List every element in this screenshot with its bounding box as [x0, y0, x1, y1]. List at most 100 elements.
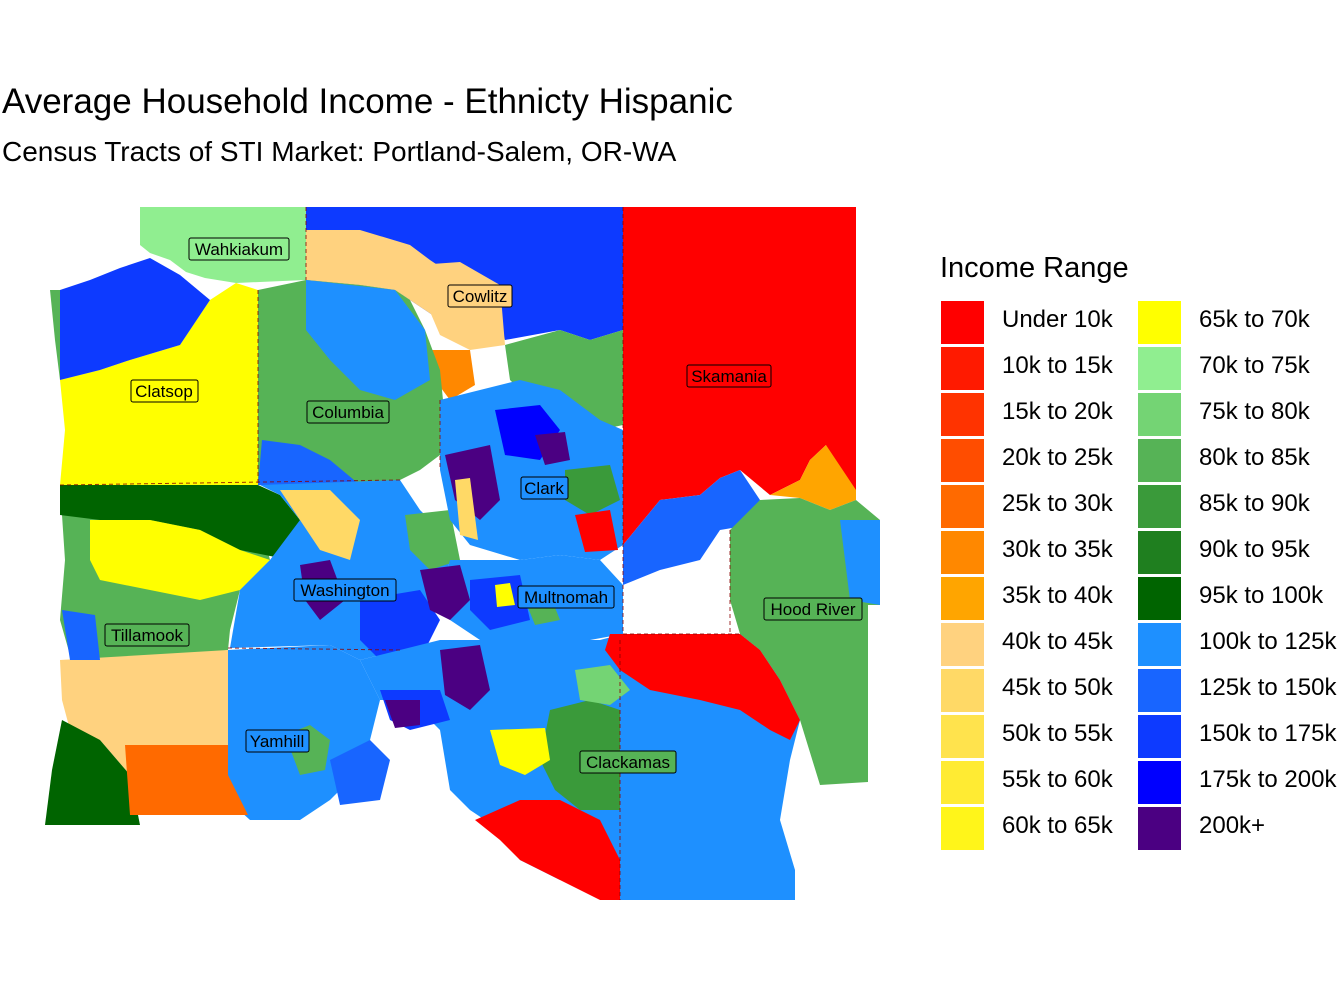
- svg-text:Clark: Clark: [524, 479, 564, 498]
- county-label-wahkiakum: Wahkiakum: [188, 237, 290, 261]
- region-clackamas-purple: [440, 645, 490, 710]
- county-label-hood-river: Hood River: [763, 597, 863, 621]
- county-label-columbia: Columbia: [306, 400, 390, 424]
- region-skamania-sw: [623, 470, 760, 585]
- region-yamhill-east: [330, 740, 390, 805]
- legend-label: 20k to 25k: [1002, 444, 1113, 471]
- region-clackamas-purple2: [385, 700, 420, 728]
- legend-label: 95k to 100k: [1199, 582, 1324, 609]
- map-title: Average Household Income - Ethnicty Hisp…: [2, 82, 733, 121]
- county-label-tillamook: Tillamook: [104, 623, 190, 647]
- legend-label: 70k to 75k: [1199, 352, 1310, 379]
- legend-swatch: [1138, 807, 1181, 850]
- region-washington-green: [405, 510, 460, 570]
- county-label-cowlitz: Cowlitz: [447, 284, 513, 308]
- legend-swatch: [1138, 393, 1181, 436]
- legend-label: 30k to 35k: [1002, 536, 1113, 563]
- legend-swatch: [1138, 347, 1181, 390]
- legend-label: 55k to 60k: [1002, 766, 1113, 793]
- legend-label: 50k to 55k: [1002, 720, 1113, 747]
- svg-text:Columbia: Columbia: [312, 403, 384, 422]
- legend-label: 150k to 175k: [1199, 720, 1337, 747]
- legend-swatch: [941, 393, 984, 436]
- legend-swatch: [1138, 531, 1181, 574]
- region-clark-purple2: [535, 432, 570, 465]
- region-clackamas-yellow: [490, 728, 550, 775]
- region-multnomah-yellow: [495, 583, 515, 607]
- legend-swatch: [941, 715, 984, 758]
- legend-label: 65k to 70k: [1199, 306, 1310, 333]
- legend-swatch: [941, 531, 984, 574]
- legend-swatch: [941, 485, 984, 528]
- region-tillamook-blue: [62, 610, 100, 660]
- svg-text:Skamania: Skamania: [691, 367, 767, 386]
- region-tillamook-south: [60, 650, 228, 775]
- choropleth-map: Wahkiakum Cowlitz Clatsop Columbia Skama…: [45, 207, 880, 900]
- legend-label: 90k to 95k: [1199, 536, 1310, 563]
- svg-text:Washington: Washington: [300, 581, 389, 600]
- region-hood-river: [730, 498, 880, 785]
- legend-swatch: [1138, 761, 1181, 804]
- legend-label: Under 10k: [1002, 306, 1113, 333]
- region-yamhill-sw: [125, 745, 248, 815]
- region-tillamook-sw: [45, 720, 140, 825]
- legend-label: 85k to 90k: [1199, 490, 1310, 517]
- legend-swatch: [1138, 623, 1181, 666]
- legend: Income Range Under 10k 10k to 15k 15k to 2…: [940, 252, 1344, 862]
- legend-swatch: [1138, 439, 1181, 482]
- legend-label: 175k to 200k: [1199, 766, 1337, 793]
- region-skamania-se: [770, 445, 856, 510]
- region-clackamas-light: [575, 665, 630, 705]
- legend-swatch: [1138, 485, 1181, 528]
- county-label-multnomah: Multnomah: [517, 585, 615, 609]
- svg-text:Clackamas: Clackamas: [586, 753, 670, 772]
- county-label-washington: Washington: [293, 578, 397, 602]
- legend-label: 15k to 20k: [1002, 398, 1113, 425]
- svg-text:Multnomah: Multnomah: [524, 588, 608, 607]
- region-tillamook-yellow: [90, 520, 270, 600]
- svg-text:Clatsop: Clatsop: [135, 382, 193, 401]
- region-clatsop-north: [60, 258, 210, 380]
- legend-label: 35k to 40k: [1002, 582, 1113, 609]
- legend-swatch: [941, 577, 984, 620]
- region-hood-river-east: [840, 520, 880, 605]
- county-label-skamania: Skamania: [686, 364, 772, 388]
- region-multnomah-purple: [420, 565, 470, 620]
- legend-label: 75k to 80k: [1199, 398, 1310, 425]
- region-columbia-sw: [258, 440, 360, 485]
- legend-label: 200k+: [1199, 812, 1266, 839]
- legend-label: 45k to 50k: [1002, 674, 1113, 701]
- region-washington-blue: [360, 590, 440, 660]
- region-clatsop-coast: [50, 290, 60, 380]
- county-label-clackamas: Clackamas: [579, 750, 677, 774]
- legend-swatch: [1138, 577, 1181, 620]
- county-boundaries: [59, 207, 740, 900]
- legend-swatch: [941, 761, 984, 804]
- region-tillamook-forest: [60, 485, 330, 560]
- legend-swatch: [941, 669, 984, 712]
- region-cowlitz-patch: [432, 350, 475, 400]
- legend-swatch: [941, 347, 984, 390]
- county-label-yamhill: Yamhill: [245, 729, 310, 753]
- region-clackamas-red-east: [605, 634, 800, 740]
- legend-swatch: [1138, 669, 1181, 712]
- legend-swatch: [941, 439, 984, 482]
- svg-text:Hood River: Hood River: [770, 600, 855, 619]
- legend-label: 10k to 15k: [1002, 352, 1113, 379]
- legend-swatch: [941, 623, 984, 666]
- legend-label: 40k to 45k: [1002, 628, 1113, 655]
- region-clark-yellow: [455, 478, 478, 540]
- legend-label: 100k to 125k: [1199, 628, 1337, 655]
- legend-label: 60k to 65k: [1002, 812, 1113, 839]
- county-label-clatsop: Clatsop: [130, 379, 199, 403]
- legend-label: 125k to 150k: [1199, 674, 1337, 701]
- legend-swatch: [1138, 715, 1181, 758]
- legend-title: Income Range: [940, 252, 1129, 284]
- region-clackamas-red-south: [475, 800, 620, 900]
- map-subtitle: Census Tracts of STI Market: Portland-Sa…: [2, 136, 677, 167]
- region-clark-green: [565, 465, 620, 515]
- svg-text:Wahkiakum: Wahkiakum: [195, 240, 283, 259]
- svg-text:Tillamook: Tillamook: [111, 626, 184, 645]
- svg-text:Cowlitz: Cowlitz: [453, 287, 508, 306]
- legend-label: 25k to 30k: [1002, 490, 1113, 517]
